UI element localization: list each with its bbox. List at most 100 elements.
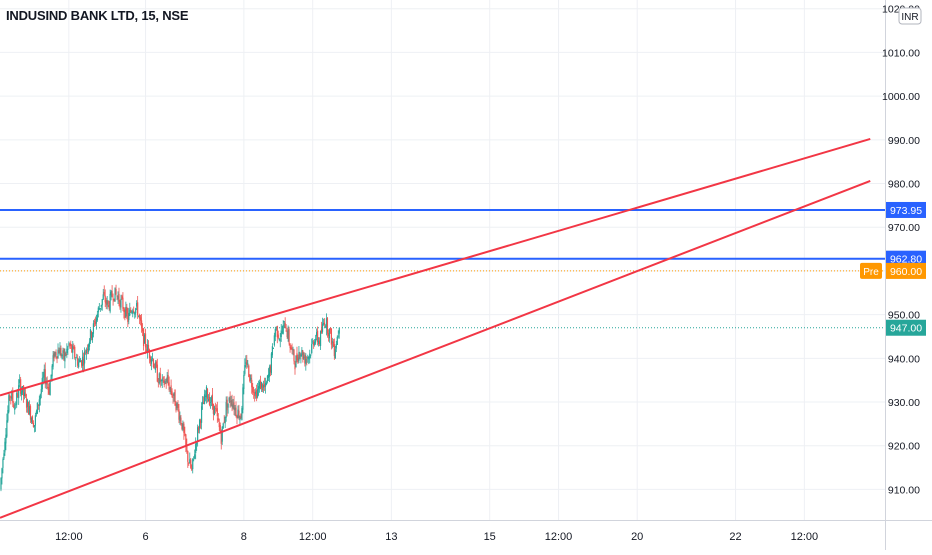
candle xyxy=(108,301,110,311)
y-tick-label: 920.00 xyxy=(888,441,920,453)
candle-body xyxy=(66,348,68,353)
candle xyxy=(313,339,315,349)
candle-body xyxy=(228,397,230,402)
candle xyxy=(48,382,50,395)
candle xyxy=(305,353,307,371)
candle-body xyxy=(300,354,302,358)
candle-body xyxy=(179,416,181,422)
candle xyxy=(83,347,86,370)
candle-body xyxy=(64,352,66,362)
candle xyxy=(12,387,14,408)
candle xyxy=(286,327,288,339)
candle xyxy=(250,374,252,384)
candle-body xyxy=(171,391,173,397)
candle xyxy=(94,316,96,327)
candle xyxy=(324,324,327,329)
candle-body xyxy=(205,386,208,398)
candles xyxy=(0,284,340,492)
candle xyxy=(204,390,207,402)
candle xyxy=(145,343,148,352)
candle-body xyxy=(138,315,140,317)
candle-body xyxy=(294,363,296,370)
candle-body xyxy=(184,433,186,436)
candle-body xyxy=(13,404,15,408)
candle xyxy=(26,398,29,413)
candle-body xyxy=(192,458,194,469)
candle xyxy=(231,394,233,412)
candle-body xyxy=(208,396,211,405)
horizontal-levels xyxy=(0,208,885,329)
candle-body xyxy=(292,349,294,351)
candle xyxy=(19,374,21,388)
candle-body xyxy=(224,416,226,424)
candle-body xyxy=(103,291,105,295)
candle xyxy=(119,299,121,310)
candle xyxy=(100,304,102,311)
candle xyxy=(262,380,265,393)
candle xyxy=(248,364,250,378)
candle xyxy=(221,426,223,445)
candle-body xyxy=(308,356,310,360)
candle xyxy=(4,437,6,456)
candle xyxy=(247,360,249,368)
candle xyxy=(35,409,37,417)
candle xyxy=(267,368,270,381)
candle xyxy=(312,338,314,345)
candle-body xyxy=(311,344,313,354)
candle-body xyxy=(303,356,305,359)
candle-body xyxy=(306,357,308,359)
candle xyxy=(334,345,336,360)
candle-body xyxy=(254,392,256,397)
candle-body xyxy=(59,348,61,356)
candle xyxy=(56,356,58,364)
candle-body xyxy=(117,296,119,300)
candle xyxy=(123,307,125,319)
candle xyxy=(175,400,177,413)
candle-body xyxy=(94,322,96,325)
candle xyxy=(216,401,218,423)
candle-body xyxy=(139,315,141,319)
candle xyxy=(6,413,8,438)
candle-body xyxy=(280,330,282,338)
candle xyxy=(160,379,162,386)
candle-body xyxy=(234,407,236,411)
candle xyxy=(278,337,280,342)
y-tick-label: 990.00 xyxy=(888,135,920,147)
candle-body xyxy=(109,293,111,312)
candle-body xyxy=(251,379,253,388)
candle-body xyxy=(232,404,234,408)
candle-body xyxy=(58,350,60,354)
candle xyxy=(189,452,191,464)
x-tick-label: 12:00 xyxy=(55,531,83,543)
candle xyxy=(193,456,195,462)
candle xyxy=(271,343,273,358)
candle-body xyxy=(96,313,98,321)
candle-body xyxy=(11,393,13,400)
candle xyxy=(293,348,295,365)
symbol-title: INDUSIND BANK LTD, 15, NSE xyxy=(6,8,189,23)
candle xyxy=(14,402,16,415)
candle-body xyxy=(206,389,209,399)
x-tick-label: 8 xyxy=(241,531,247,543)
candle xyxy=(166,372,168,384)
candle xyxy=(281,325,283,335)
candle xyxy=(314,339,316,347)
candle xyxy=(65,351,67,357)
candle-body xyxy=(74,346,76,358)
candle-body xyxy=(143,334,146,344)
candle xyxy=(63,348,65,362)
candle xyxy=(69,342,71,349)
candle-body xyxy=(318,340,321,345)
candle xyxy=(297,354,299,364)
candle xyxy=(47,383,49,396)
candle-body xyxy=(112,298,114,300)
candle xyxy=(205,385,208,404)
candle xyxy=(131,310,133,314)
candle-body xyxy=(173,392,175,396)
candle xyxy=(37,404,39,410)
candle xyxy=(124,307,126,321)
candle-body xyxy=(181,423,183,429)
candle-body xyxy=(240,414,242,419)
